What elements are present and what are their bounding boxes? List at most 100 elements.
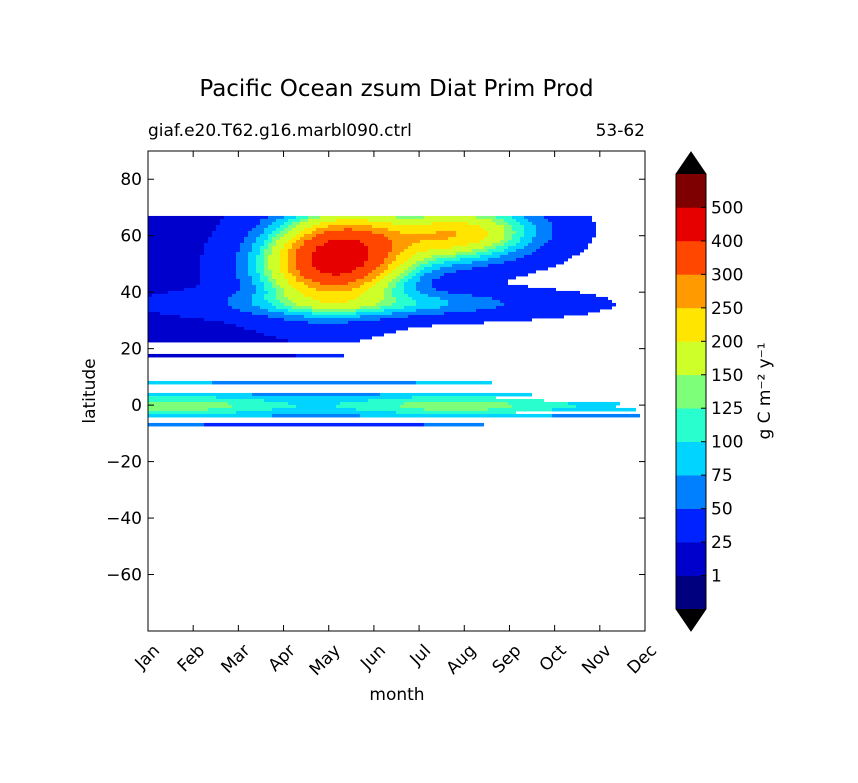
contour-cell xyxy=(148,302,228,307)
contour-cell xyxy=(268,257,280,262)
contour-cell xyxy=(212,233,248,238)
contour-cell xyxy=(352,227,388,232)
contour-cell xyxy=(432,278,508,283)
contour-cell xyxy=(236,257,248,262)
contour-cell xyxy=(508,221,520,226)
contour-cell xyxy=(268,260,280,265)
contour-cell xyxy=(420,278,432,283)
contour-cell xyxy=(412,395,496,400)
contour-cell xyxy=(148,407,208,412)
contour-cell xyxy=(148,227,216,232)
contour-cell xyxy=(544,215,592,220)
contour-cell xyxy=(348,320,484,325)
contour-cell xyxy=(200,254,236,259)
contour-cell xyxy=(504,230,516,235)
contour-cell xyxy=(476,308,600,313)
contour-cell xyxy=(388,254,396,259)
contour-cell xyxy=(388,251,400,256)
contour-cell xyxy=(472,293,596,298)
contour-cell xyxy=(328,224,372,229)
contour-cell xyxy=(288,338,360,343)
contour-cell xyxy=(148,311,160,316)
contour-cell xyxy=(236,272,248,277)
contour-cell xyxy=(268,224,280,229)
contour-cell xyxy=(288,230,300,235)
contour-cell xyxy=(328,239,360,244)
contour-cell xyxy=(296,248,316,253)
contour-cell xyxy=(384,296,396,301)
contour-cell xyxy=(148,353,296,358)
colorbar-label: g C m⁻² y⁻¹ xyxy=(755,342,775,439)
contour-cell xyxy=(512,224,524,229)
contour-cell xyxy=(272,302,284,307)
y-tick-label: 80 xyxy=(120,170,142,190)
contour-cell xyxy=(260,233,268,238)
contour-cell xyxy=(300,269,320,274)
contour-cell xyxy=(492,218,504,223)
contour-cell xyxy=(312,254,368,259)
contour-cell xyxy=(552,224,596,229)
contour-cell xyxy=(428,293,472,298)
contour-cell xyxy=(444,311,588,316)
contour-cell xyxy=(200,275,236,280)
contour-cell xyxy=(148,239,208,244)
colorbar-tick-label: 150 xyxy=(711,366,743,386)
contour-cell xyxy=(248,257,256,262)
contour-cell xyxy=(152,293,232,298)
contour-cell xyxy=(264,281,272,286)
contour-cell xyxy=(512,227,524,232)
contour-cell xyxy=(448,299,500,304)
contour-cell xyxy=(364,242,392,247)
contour-cell xyxy=(236,269,248,274)
contour-cell xyxy=(228,299,252,304)
contour-cell xyxy=(352,269,372,274)
contour-cell xyxy=(148,326,244,331)
contour-cell xyxy=(268,254,280,259)
contour-cell xyxy=(264,287,276,292)
contour-cell xyxy=(380,305,404,310)
contour-cell xyxy=(148,410,236,415)
contour-cell xyxy=(296,215,308,220)
contour-cell xyxy=(296,263,312,268)
contour-cell xyxy=(368,254,388,259)
contour-cell xyxy=(392,221,432,226)
contour-cell xyxy=(476,215,496,220)
contour-cell xyxy=(440,305,496,310)
contour-cell xyxy=(528,242,544,247)
contour-cell xyxy=(284,317,380,322)
contour-cell xyxy=(388,272,400,277)
contour-cell xyxy=(496,221,508,226)
contour-cell xyxy=(148,305,232,310)
contour-cell xyxy=(316,233,384,238)
contour-cell xyxy=(276,290,284,295)
contour-cell xyxy=(300,236,312,241)
contour-cell xyxy=(264,272,272,277)
contour-cell xyxy=(428,260,444,265)
contour-cell xyxy=(504,248,516,253)
contour-cell xyxy=(148,401,228,406)
contour-cell xyxy=(240,308,268,313)
contour-cell xyxy=(432,263,452,268)
contour-cell xyxy=(480,239,500,244)
contour-cell xyxy=(264,251,272,256)
contour-cell xyxy=(264,239,272,244)
contour-cell xyxy=(380,272,388,277)
contour-cell xyxy=(252,392,380,397)
contour-cell xyxy=(404,260,416,265)
contour-cell xyxy=(524,233,536,238)
contour-cell xyxy=(416,266,424,271)
contour-cell xyxy=(312,257,368,262)
contour-cell xyxy=(204,422,424,427)
contour-cell xyxy=(348,299,380,304)
contour-cell xyxy=(408,272,416,277)
contour-cell xyxy=(524,254,572,259)
contour-cell xyxy=(444,260,472,265)
contour-cell xyxy=(308,218,336,223)
contour-cell xyxy=(296,275,304,280)
contour-cell xyxy=(200,269,236,274)
colorbar-tick-label: 500 xyxy=(711,198,743,218)
contour-cell xyxy=(148,248,204,253)
contour-cell xyxy=(148,242,204,247)
contour-cell xyxy=(288,401,340,406)
